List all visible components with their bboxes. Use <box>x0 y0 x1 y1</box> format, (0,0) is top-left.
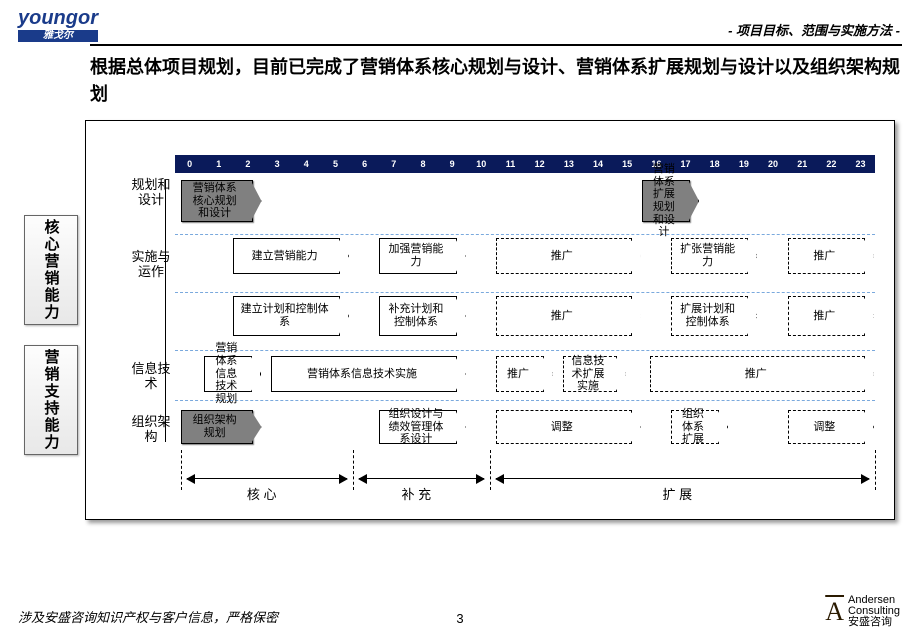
capability-box-0: 核心营销能力 <box>24 215 78 325</box>
phase-divider-0 <box>181 450 182 490</box>
task-3-2: 推广 <box>496 356 544 392</box>
phase-arrow-2 <box>496 478 869 479</box>
row-separator-1 <box>175 292 875 293</box>
task-3-3: 信息技术扩展实施 <box>563 356 617 392</box>
row-separator-2 <box>175 350 875 351</box>
task-1-0: 建立营销能力 <box>233 238 340 274</box>
logo-main: youngor <box>18 7 98 29</box>
logo: youngor 雅戈尔 <box>18 8 98 42</box>
phase-label-0: 核 心 <box>247 484 277 503</box>
task-2-4: 推广 <box>788 296 866 336</box>
task-4-3: 组织体系扩展 <box>671 410 719 444</box>
phase-arrow-0 <box>187 478 347 479</box>
task-0-1: 营销体系扩展规划和设计 <box>642 180 690 222</box>
task-1-3: 扩张营销能力 <box>671 238 749 274</box>
row-label-divider <box>165 180 166 442</box>
phase-arrow-1 <box>359 478 484 479</box>
task-1-2: 推广 <box>496 238 632 274</box>
task-4-4: 调整 <box>788 410 866 444</box>
phase-label-2: 扩 展 <box>663 484 693 503</box>
task-1-4: 推广 <box>788 238 866 274</box>
phase-divider-2 <box>490 450 491 490</box>
phase-label-1: 补 充 <box>401 484 431 503</box>
phase-divider-1 <box>353 450 354 490</box>
task-4-1: 组织设计与绩效管理体系设计 <box>379 410 457 444</box>
task-2-2: 推广 <box>496 296 632 336</box>
footer-logo: A Andersen Consulting 安盛咨询 <box>825 595 900 628</box>
logo-sub: 雅戈尔 <box>18 30 98 42</box>
row-separator-3 <box>175 400 875 401</box>
task-0-0: 营销体系核心规划和设计 <box>181 180 253 222</box>
task-2-1: 补充计划和控制体系 <box>379 296 457 336</box>
timeline-ruler: 01234567891011121314151617181920212223 <box>175 155 875 173</box>
task-3-0: 营销体系信息技术规划 <box>204 356 252 392</box>
page-number: 3 <box>456 611 463 626</box>
task-3-1: 营销体系信息技术实施 <box>271 356 456 392</box>
task-2-3: 扩展计划和控制体系 <box>671 296 749 336</box>
title-divider <box>90 44 902 46</box>
page-title: 根据总体项目规划，目前已完成了营销体系核心规划与设计、营销体系扩展规划与设计以及… <box>90 54 900 108</box>
task-4-0: 组织架构规划 <box>181 410 253 444</box>
task-1-1: 加强营销能力 <box>379 238 457 274</box>
footer-confidential: 涉及安盛咨询知识产权与客户信息，严格保密 <box>18 607 278 626</box>
footer-brand-cn: 安盛咨询 <box>848 616 892 628</box>
header-subtitle: - 项目目标、范围与实施方法 - <box>728 20 900 39</box>
phase-divider-3 <box>875 450 876 490</box>
task-2-0: 建立计划和控制体系 <box>233 296 340 336</box>
row-separator-0 <box>175 234 875 235</box>
task-4-2: 调整 <box>496 410 632 444</box>
task-3-4: 推广 <box>650 356 865 392</box>
andersen-mark: A <box>825 597 844 627</box>
capability-box-1: 营销支持能力 <box>24 345 78 455</box>
